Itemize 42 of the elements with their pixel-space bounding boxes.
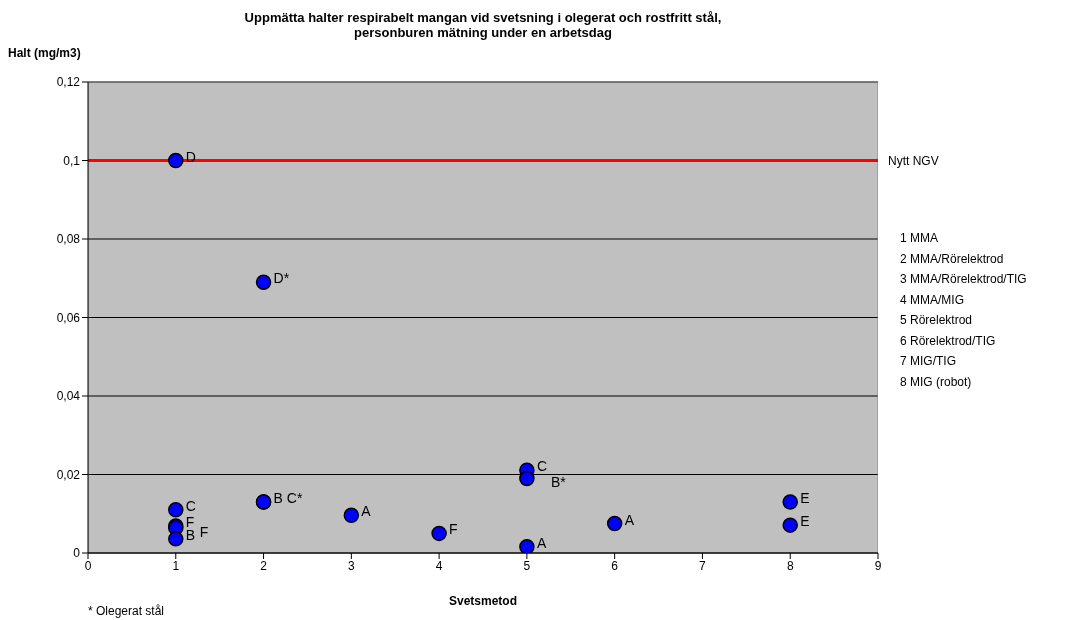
annotation: C bbox=[185, 497, 196, 514]
annotation: E bbox=[800, 489, 810, 506]
y-axis-title: Halt (mg/m3) bbox=[8, 46, 81, 60]
annotation: A bbox=[624, 511, 635, 528]
y-tick-label: 0,12 bbox=[56, 75, 81, 90]
text: 4 MMA/MIG bbox=[900, 291, 965, 309]
y-tick-label: 0,04 bbox=[56, 389, 81, 404]
y-tick-label: 0,02 bbox=[56, 467, 81, 482]
text: 8 MIG (robot) bbox=[900, 373, 973, 391]
annotation: B C* bbox=[273, 489, 303, 506]
x-tick-label: 8 bbox=[786, 558, 794, 573]
chart-title: Uppmätta halter respirabelt mangan vid svetsning i olegerat och rostfritt stål, personburen mätning under en arbetsdag bbox=[243, 10, 723, 40]
x-tick-label: 9 bbox=[874, 558, 882, 573]
x-tick-label: 6 bbox=[611, 558, 619, 573]
ref-line-label: Nytt NGV bbox=[888, 153, 939, 168]
x-tick-label: 7 bbox=[699, 558, 707, 573]
annotation: B* bbox=[550, 474, 567, 491]
text: 2 MMA/Rörelektrod bbox=[900, 250, 1005, 268]
annotation: A bbox=[536, 534, 547, 551]
text: 5 Rörelektrod bbox=[900, 312, 974, 329]
x-tick-label: 2 bbox=[260, 558, 268, 573]
text: 7 MIG/TIG bbox=[900, 353, 957, 370]
y-tick-label: 0,08 bbox=[56, 232, 81, 247]
annotation: A bbox=[361, 503, 372, 520]
annotation: E bbox=[800, 513, 810, 530]
y-tick-label: 0,1 bbox=[63, 153, 81, 168]
x-tick-label: 1 bbox=[172, 558, 180, 573]
annotation: F bbox=[199, 523, 209, 540]
text: 1 MMA bbox=[900, 230, 939, 247]
annotation: D* bbox=[273, 270, 290, 287]
x-tick-label: 4 bbox=[435, 558, 443, 573]
y-tick-label: 0,06 bbox=[56, 310, 81, 325]
text: * Olegerat stål bbox=[88, 604, 165, 618]
text: 3 MMA/Rörelektrod/TIG bbox=[900, 271, 1027, 288]
annotation: C bbox=[536, 458, 548, 475]
annotation: F bbox=[449, 521, 458, 538]
x-axis-title: Svetsmetod bbox=[448, 594, 518, 608]
text: 6 Rörelektrod/TIG bbox=[900, 332, 997, 350]
x-tick-label: 5 bbox=[523, 558, 531, 573]
y-tick-label: 0 bbox=[73, 546, 81, 561]
x-tick-label: 0 bbox=[84, 558, 92, 573]
x-tick-label: 3 bbox=[347, 558, 355, 573]
